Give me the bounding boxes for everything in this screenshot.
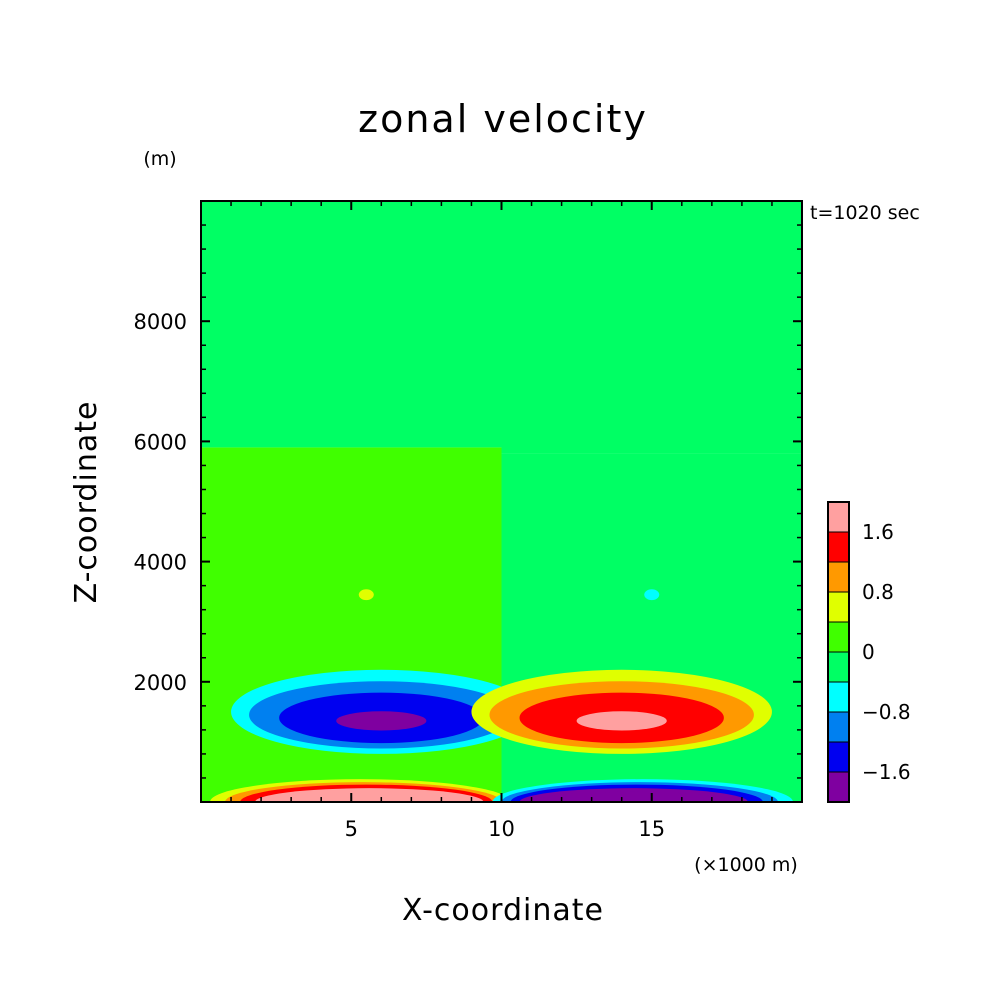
y-tick-label: 2000 bbox=[134, 671, 187, 695]
y-unit-label: (m) bbox=[143, 148, 176, 170]
colorbar-tick-label: 1.6 bbox=[862, 520, 894, 544]
x-tick-label: 5 bbox=[345, 817, 358, 841]
x-tick-label: 10 bbox=[488, 817, 515, 841]
contour-band-3 bbox=[336, 711, 427, 731]
colorbar-swatch bbox=[827, 681, 850, 713]
axis-ticks: 5 10 15 2000 4000 6000 8000 bbox=[134, 201, 802, 841]
x-unit-label: (×1000 m) bbox=[694, 854, 798, 876]
background-region-3 bbox=[501, 201, 802, 454]
colorbar-frame bbox=[827, 501, 850, 803]
y-tick-label: 6000 bbox=[134, 430, 187, 454]
contour-band-9 bbox=[644, 589, 660, 601]
colorbar-swatch bbox=[827, 561, 850, 593]
colorbar: 1.6 0.8 0 −0.8 −1.6 bbox=[827, 501, 911, 803]
x-tick-label: 15 bbox=[638, 817, 665, 841]
colorbar-swatch bbox=[827, 651, 850, 683]
colorbar-swatch bbox=[827, 741, 850, 773]
colorbar-swatch bbox=[827, 531, 850, 563]
chart-title: zonal velocity bbox=[358, 97, 648, 141]
colorbar-swatch bbox=[827, 591, 850, 623]
colorbar-tick-label: −1.6 bbox=[862, 760, 911, 784]
colorbar-swatch bbox=[827, 711, 850, 743]
y-axis-label: Z-coordinate bbox=[69, 401, 104, 604]
colorbar-tick-label: 0 bbox=[862, 640, 875, 664]
colorbar-swatch bbox=[827, 501, 850, 533]
time-label: t=1020 sec bbox=[810, 202, 920, 224]
colorbar-tick-label: 0.8 bbox=[862, 580, 894, 604]
colorbar-swatch bbox=[827, 621, 850, 653]
y-tick-label: 8000 bbox=[134, 310, 187, 334]
x-axis-label: X-coordinate bbox=[402, 893, 604, 928]
surface-band-9 bbox=[531, 791, 730, 802]
colorbar-swatch bbox=[827, 771, 850, 803]
background-region-1 bbox=[201, 201, 502, 448]
contour-band-8 bbox=[358, 589, 374, 601]
surface-band-4 bbox=[273, 791, 472, 802]
colorbar-tick-label: −0.8 bbox=[862, 700, 911, 724]
contour-band-7 bbox=[576, 711, 667, 731]
contour-field bbox=[201, 201, 802, 802]
y-tick-label: 4000 bbox=[134, 551, 187, 575]
